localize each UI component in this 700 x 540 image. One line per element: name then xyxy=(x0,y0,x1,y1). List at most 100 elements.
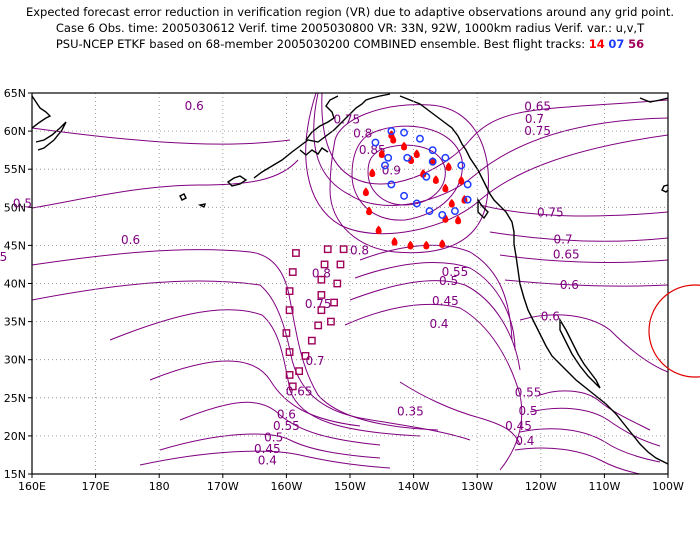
contour-label: 0.8 xyxy=(353,126,372,140)
contour-line xyxy=(159,433,381,459)
contour-line xyxy=(149,360,361,427)
contour-label: 0.4 xyxy=(429,317,448,331)
contour-label: 0.7 xyxy=(554,232,573,246)
verification-region-circle xyxy=(648,284,700,378)
track-07-label: 07 xyxy=(608,37,625,51)
contour-line xyxy=(359,244,513,341)
y-tick-label: 45N xyxy=(4,239,26,252)
track-14-marker xyxy=(378,149,385,158)
x-tick-label: 150W xyxy=(334,480,366,493)
contour-labels: 0.60.750.80.850.90.650.70.750.50.550.60.… xyxy=(0,99,580,467)
track-14-marker xyxy=(375,225,382,235)
track-14-marker xyxy=(420,169,427,178)
y-tick-label: 55N xyxy=(4,163,26,176)
track-56-marker xyxy=(330,298,338,307)
track-14-marker xyxy=(423,240,430,250)
track-14-marker xyxy=(362,187,369,197)
track-56-marker xyxy=(288,268,297,276)
track-07-marker xyxy=(425,207,434,216)
contour-label: 0.65 xyxy=(286,385,313,399)
track-07-marker xyxy=(412,199,421,208)
track-14-marker xyxy=(391,237,398,246)
track-07-marker xyxy=(400,191,409,200)
x-tick-label: 180 xyxy=(149,480,170,493)
contour-line xyxy=(344,303,523,471)
track-56-marker xyxy=(292,249,300,257)
contour-label: 0.35 xyxy=(397,405,424,419)
contour-label: 0.75 xyxy=(524,124,551,138)
y-tick-label: 65N xyxy=(4,87,26,100)
coastline xyxy=(253,93,391,179)
track-07-marker xyxy=(428,157,437,166)
y-tick-label: 20N xyxy=(4,430,26,443)
contour-line xyxy=(32,280,471,441)
track-14-marker xyxy=(445,162,452,171)
track-56-marker xyxy=(327,317,335,326)
track-07-marker xyxy=(384,153,393,162)
x-tick-label: 160E xyxy=(18,480,46,493)
contour-label: 0.45 xyxy=(254,442,281,456)
y-tick-label: 35N xyxy=(4,316,26,329)
track-07-marker xyxy=(463,195,472,204)
track-56-marker xyxy=(336,260,345,269)
coastline xyxy=(399,95,668,465)
contour-line xyxy=(329,104,489,254)
coastline xyxy=(661,184,668,193)
contour-line xyxy=(32,159,299,209)
track-14-marker xyxy=(413,149,420,158)
contour-label: 0.6 xyxy=(185,99,204,113)
contour-line xyxy=(479,204,668,217)
x-tick-label: 160W xyxy=(270,480,302,493)
x-tick-label: 140W xyxy=(398,480,430,493)
x-tick-label: 120W xyxy=(525,480,557,493)
track-14-marker xyxy=(390,134,397,144)
contour-line xyxy=(349,280,521,371)
x-tick-label: 170E xyxy=(82,480,110,493)
y-tick-label: 50N xyxy=(4,201,26,214)
x-tick-labels: 160E 170E 180 170W 160W 150W 140W 130W 120W 110W 1… xyxy=(18,474,684,493)
track-14-marker xyxy=(442,183,449,193)
x-tick-label: 130W xyxy=(461,480,493,493)
contour-label: 0.55 xyxy=(0,250,7,264)
contour-line xyxy=(354,262,516,351)
contour-label: 0.6 xyxy=(277,408,296,422)
contour-label: 0.85 xyxy=(359,143,386,157)
contour-label: 0.45 xyxy=(432,294,459,308)
contour-label: 0.9 xyxy=(382,164,401,178)
contour-line xyxy=(519,314,668,373)
track-56-label: 56 xyxy=(628,37,645,51)
contour-label: 0.5 xyxy=(13,196,32,210)
contour-label: 0.5 xyxy=(439,274,458,288)
contour-label: 0.5 xyxy=(519,404,538,418)
contour-line xyxy=(499,254,668,263)
track-07-marker xyxy=(438,210,447,219)
track-14-marker xyxy=(442,214,449,223)
track-56-marker xyxy=(295,367,304,376)
track-07-marker xyxy=(416,134,424,143)
track-14-marker xyxy=(369,168,376,178)
y-tick-label: 25N xyxy=(4,392,26,405)
track-56-marker xyxy=(333,279,342,288)
contour-label: 0.75 xyxy=(333,113,360,127)
title-line-1: Expected forecast error reduction in ver… xyxy=(25,5,675,19)
figure-header: Expected forecast error reduction in ver… xyxy=(0,0,700,80)
coastline xyxy=(179,193,187,201)
track-14-marker xyxy=(401,141,408,151)
title-line-2: Case 6 Obs. time: 2005030612 Verif. time… xyxy=(55,21,645,35)
contour-label: 0.5 xyxy=(264,430,283,444)
contour-line xyxy=(489,231,668,242)
track-56-marker xyxy=(285,287,294,296)
contour-label: 0.8 xyxy=(350,244,369,258)
track-07-marker xyxy=(387,127,396,136)
y-tick-labels: 15N 20N 25N 30N 35N 40N 45N 50N 55N 60N 65N xyxy=(4,87,32,481)
contour-label: 0.4 xyxy=(258,453,277,467)
track-56-marker xyxy=(285,371,294,379)
track-14-label: 14 xyxy=(588,37,605,51)
contour-label: 0.55 xyxy=(273,419,300,433)
track-56-marker xyxy=(288,382,297,391)
contour-line xyxy=(519,428,661,463)
track-14-marker xyxy=(366,206,373,216)
contour-line xyxy=(529,407,661,447)
x-tick-label: 170W xyxy=(207,480,239,493)
coastline xyxy=(35,121,67,151)
